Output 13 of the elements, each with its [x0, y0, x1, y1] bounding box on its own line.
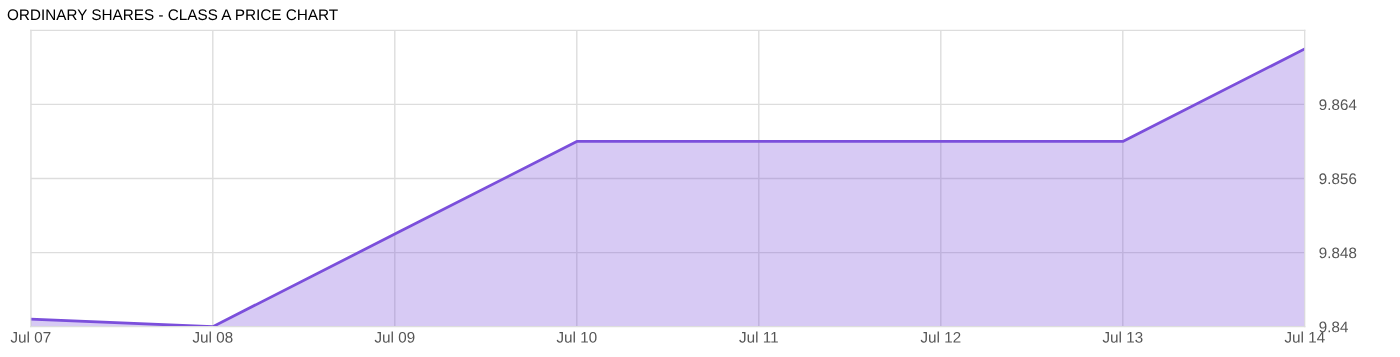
x-tick-label: Jul 08 [192, 331, 233, 343]
x-tick-label: Jul 10 [556, 331, 597, 343]
x-tick-label: Jul 14 [1284, 331, 1325, 343]
chart-title: ORDINARY SHARES - CLASS A PRICE CHART [7, 9, 338, 21]
x-tick-label: Jul 07 [10, 331, 51, 343]
y-tick-label: 9.864 [1319, 99, 1357, 111]
x-tick-label: Jul 12 [920, 331, 961, 343]
y-tick-label: 9.856 [1319, 173, 1357, 185]
x-tick-label: Jul 09 [374, 331, 415, 343]
x-tick-label: Jul 13 [1102, 331, 1143, 343]
x-tick-label: Jul 11 [739, 331, 778, 343]
y-tick-label: 9.848 [1319, 247, 1357, 259]
y-tick-label: 9.84 [1319, 321, 1348, 333]
